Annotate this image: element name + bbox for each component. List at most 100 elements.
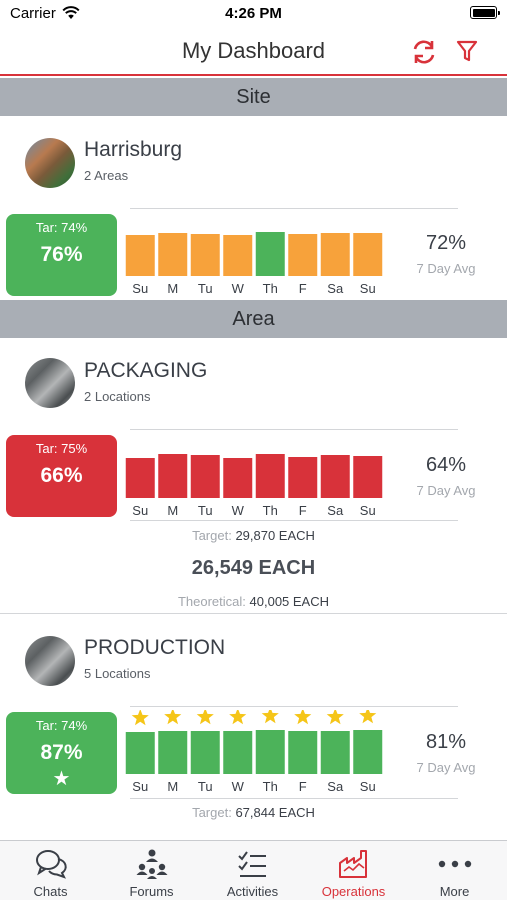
tab-label: More: [439, 884, 470, 899]
checklist-icon: [238, 851, 266, 877]
target-label: Target:: [192, 805, 232, 820]
divider: [130, 520, 458, 521]
day-label: Su: [132, 503, 148, 518]
day-label: F: [299, 779, 307, 794]
day-label: M: [167, 503, 178, 518]
entity-name: Harrisburg: [84, 138, 183, 161]
star-icon: [261, 710, 279, 724]
day-label: W: [232, 779, 245, 794]
star-icon: [229, 710, 247, 725]
tab-label: Forums: [129, 884, 174, 899]
day-bar: [255, 454, 285, 498]
section-header-site: Site: [0, 78, 507, 116]
day-label: Su: [132, 779, 148, 794]
entity-subtitle: 5 Locations: [84, 666, 151, 681]
people-network-icon: [136, 849, 168, 879]
day-bar: [223, 731, 253, 774]
day-bar: [353, 730, 383, 774]
performance-tile[interactable]: Tar: 75% 66%: [6, 435, 117, 517]
theoretical-value: 40,005 EACH: [249, 594, 330, 609]
wifi-icon: [62, 6, 80, 19]
day-bar: [288, 234, 318, 276]
day-label: Sa: [327, 281, 344, 296]
actual-value: 26,549 EACH: [191, 557, 316, 579]
area-card-production[interactable]: PRODUCTION 5 Locations Tar: 74% 87% ★ Su…: [0, 614, 507, 840]
tab-forums[interactable]: Forums: [101, 841, 202, 900]
day-bar: [125, 732, 155, 774]
star-icon: [196, 710, 214, 725]
day-bar: [190, 234, 220, 276]
tab-label: Operations: [321, 884, 386, 899]
day-label: Th: [263, 281, 278, 296]
day-bar: [255, 232, 285, 276]
battery-icon: [470, 6, 500, 19]
day-bar: [320, 233, 350, 276]
tab-more[interactable]: More: [404, 841, 505, 900]
day-bar: [223, 235, 253, 276]
seven-day-avg-value: 81%: [425, 731, 467, 753]
day-label: Su: [360, 503, 376, 518]
tile-target: Tar: 75%: [35, 441, 88, 456]
target-label: Target:: [192, 528, 232, 543]
daily-bar-chart: Su M Tu W Th F Sa Su: [124, 710, 384, 796]
seven-day-avg-label: 7 Day Avg: [416, 261, 476, 276]
performance-tile[interactable]: Tar: 74% 87% ★: [6, 712, 117, 794]
bar-chart-svg: Su M Tu W Th F Sa Su: [125, 454, 383, 518]
tab-activities[interactable]: Activities: [202, 841, 303, 900]
day-bar: [288, 731, 318, 774]
tile-value: 87%: [40, 741, 83, 764]
star-icon: [164, 710, 182, 725]
bar-chart-svg: Su M Tu W Th F Sa Su: [125, 232, 383, 296]
day-bar: [320, 731, 350, 774]
day-bar: [190, 731, 220, 774]
refresh-icon[interactable]: [410, 38, 438, 66]
day-bar: [158, 233, 188, 276]
chat-bubbles-icon: [36, 850, 67, 879]
seven-day-avg-value: 64%: [425, 454, 467, 476]
more-dots-icon: [438, 860, 472, 868]
entity-name: PACKAGING: [84, 359, 208, 382]
star-icon: [131, 710, 149, 726]
tile-value: 76%: [40, 243, 83, 266]
star-icon: [294, 710, 312, 725]
tab-label: Chats: [33, 884, 68, 899]
day-label: M: [167, 281, 178, 296]
day-label: F: [299, 503, 307, 518]
carrier-label: Carrier: [10, 5, 56, 22]
day-label: Sa: [327, 779, 344, 794]
page-title: My Dashboard: [181, 38, 326, 63]
day-label: W: [232, 281, 245, 296]
area-card-packaging[interactable]: PACKAGING 2 Locations Tar: 75% 66% Su M Tu…: [0, 338, 507, 614]
day-label: Tu: [198, 281, 213, 296]
site-card-harrisburg[interactable]: Harrisburg 2 Areas Tar: 74% 76% Su M Tu W Th…: [0, 116, 507, 300]
target-value: 67,844 EACH: [235, 805, 315, 820]
day-bar: [353, 456, 383, 498]
tile-target: Tar: 74%: [35, 718, 88, 733]
tile-target: Tar: 74%: [35, 220, 88, 235]
star-icon: [359, 710, 377, 724]
day-bar: [158, 731, 188, 774]
day-bar: [288, 457, 318, 498]
tab-operations[interactable]: Operations: [303, 841, 404, 900]
divider: [130, 798, 458, 799]
tab-chats[interactable]: Chats: [0, 841, 101, 900]
avatar: [25, 138, 75, 188]
day-bar: [125, 235, 155, 276]
avatar: [25, 636, 75, 686]
divider: [130, 706, 458, 707]
performance-tile[interactable]: Tar: 74% 76%: [6, 214, 117, 296]
day-label: Sa: [327, 503, 344, 518]
filter-icon[interactable]: [456, 39, 478, 63]
seven-day-avg-value: 72%: [425, 232, 467, 254]
theoretical-line: Theoretical: 40,005 EACH: [0, 594, 507, 609]
day-label: Th: [263, 779, 278, 794]
day-label: Th: [263, 503, 278, 518]
tile-value: 66%: [40, 464, 83, 487]
target-line: Target: 67,844 EACH: [0, 805, 507, 820]
entity-subtitle: 2 Locations: [84, 389, 151, 404]
day-bar: [223, 458, 253, 498]
day-bar: [353, 233, 383, 276]
factory-icon: [339, 850, 367, 878]
target-line: Target: 29,870 EACH: [0, 528, 507, 543]
seven-day-avg-label: 7 Day Avg: [416, 483, 476, 498]
